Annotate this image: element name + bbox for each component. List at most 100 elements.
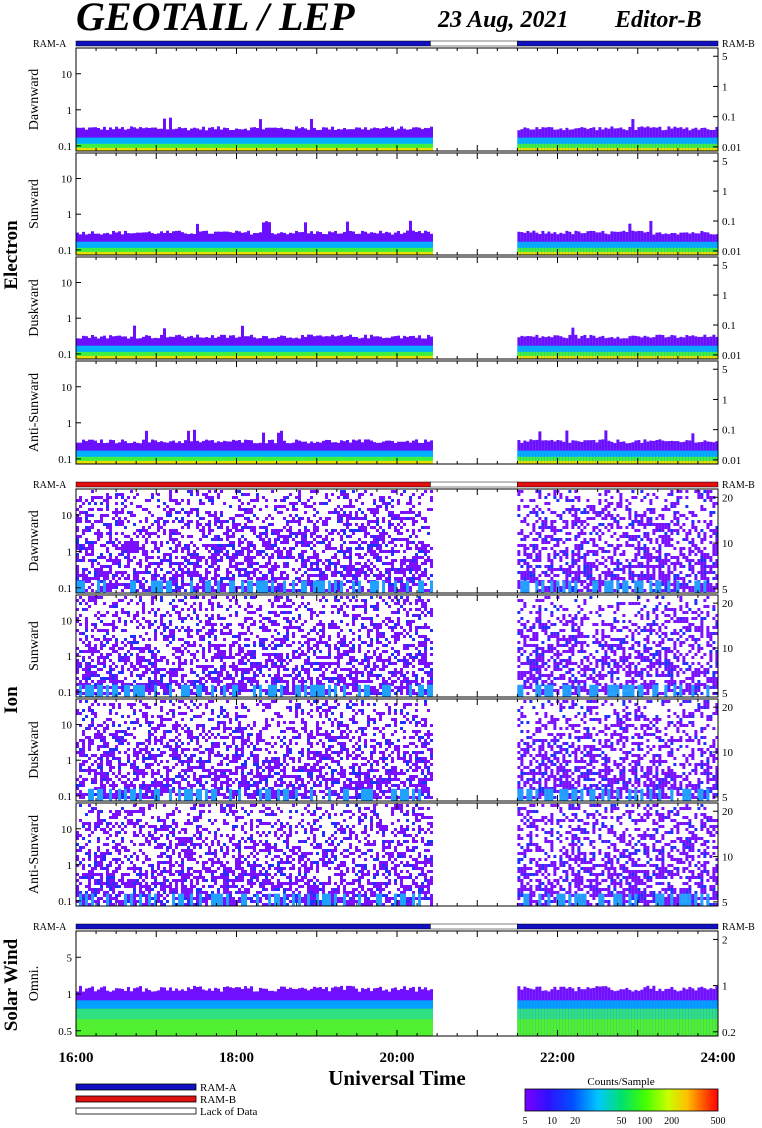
- colorbar-ticks: 5 10 20 50 100 200 500: [523, 1116, 726, 1127]
- panel-anti-sunward: Anti-Sunward 10 1 0.1 5 1 0.1 0.01: [27, 360, 741, 467]
- right-tick-label: 0.01: [722, 246, 741, 258]
- ram-bar: RAM-A RAM-B: [33, 39, 755, 50]
- left-tick-label: 0.1: [58, 791, 72, 803]
- legend-label-lack-of-data: Lack of Data: [200, 1106, 258, 1118]
- right-tick-label: 5: [722, 156, 728, 168]
- right-tick-label: 5: [722, 688, 728, 700]
- ram-bar: RAM-A RAM-B: [33, 922, 755, 933]
- group-label: Electron: [1, 220, 22, 290]
- legend-label-ram-b: RAM-B: [200, 1094, 236, 1106]
- right-tick-label: 0.01: [722, 142, 741, 154]
- ram-bar-segment: [75, 481, 431, 488]
- left-tick-label: 0.1: [58, 896, 72, 908]
- spectrogram: [76, 429, 719, 464]
- right-tick-label: 1: [722, 81, 728, 93]
- group-labels: Electron Ion Solar Wind: [1, 220, 22, 1031]
- panel-sunward: Sunward 10 1 0.1 20 10 5: [27, 594, 734, 700]
- figure-title: GEOTAIL / LEP: [76, 0, 355, 39]
- right-tick-label: 0.1: [722, 425, 736, 437]
- right-tick-label: 20: [722, 806, 734, 818]
- left-tick-label: 5: [67, 952, 73, 964]
- spectrogram: [76, 596, 719, 697]
- legend-swatch-ram-a: [75, 1083, 197, 1091]
- ram-bar-right-label: RAM-B: [722, 39, 755, 50]
- left-tick-label: 10: [61, 382, 73, 394]
- right-tick-label: 1: [722, 186, 728, 198]
- ram-bar-right-label: RAM-B: [722, 480, 755, 491]
- right-tick-label: 10: [722, 747, 734, 759]
- left-tick-label: 0.1: [58, 454, 72, 466]
- right-tick-label: 1: [722, 290, 728, 302]
- ram-bar-segment: [517, 481, 719, 488]
- right-tick-label: 0.1: [722, 320, 736, 332]
- right-tick-label: 5: [722, 260, 728, 272]
- ram-bar-left-label: RAM-A: [33, 922, 67, 933]
- panel-duskward: Duskward 10 1 0.1 20 10 5: [27, 698, 734, 804]
- right-tick-label: 20: [722, 702, 734, 714]
- right-tick-label: 5: [722, 792, 728, 804]
- right-tick-label: 1: [722, 394, 728, 406]
- panel-sunward: Sunward 10 1 0.1 5 1 0.1 0.01: [27, 152, 741, 258]
- colorbar-tick-label: 20: [570, 1116, 580, 1127]
- left-tick-label: 1: [67, 546, 73, 558]
- ram-bar-gap: [430, 923, 518, 930]
- right-tick-label: 2: [722, 934, 728, 946]
- right-tick-label: 10: [722, 538, 734, 550]
- panel-anti-sunward: Anti-Sunward 10 1 0.1 20 10 5: [27, 802, 734, 909]
- x-tick-label: 20:00: [380, 1050, 415, 1066]
- left-tick-label: 0.1: [58, 141, 72, 153]
- right-tick-label: 0.1: [722, 216, 736, 228]
- ram-bar: RAM-A RAM-B: [33, 480, 755, 491]
- panel-duskward: Duskward 10 1 0.1 5 1 0.1 0.01: [27, 256, 741, 362]
- group-label: Ion: [1, 686, 22, 714]
- left-tick-label: 0.5: [58, 1026, 72, 1038]
- x-tick-label: 16:00: [59, 1050, 94, 1066]
- right-tick-label: 5: [722, 897, 728, 909]
- right-tick-label: 10: [722, 643, 734, 655]
- group-label: Solar Wind: [1, 938, 22, 1031]
- panel-label: Anti-Sunward: [27, 815, 42, 894]
- right-tick-label: 0.01: [722, 455, 741, 467]
- x-tick-label: 22:00: [540, 1050, 575, 1066]
- colorbar-title: Counts/Sample: [587, 1076, 654, 1088]
- legend-label-ram-a: RAM-A: [200, 1082, 237, 1094]
- right-tick-label: 1: [722, 981, 728, 993]
- left-tick-label: 10: [61, 510, 73, 522]
- ram-bar-gap: [430, 481, 518, 488]
- panel-label: Dawnward: [27, 69, 42, 130]
- figure-editor: Editor-B: [614, 7, 702, 33]
- left-tick-label: 1: [67, 651, 73, 663]
- right-tick-label: 0.2: [722, 1027, 736, 1039]
- left-tick-label: 1: [67, 105, 73, 117]
- right-tick-label: 5: [722, 364, 728, 376]
- left-tick-label: 10: [61, 278, 73, 290]
- left-tick-label: 10: [61, 174, 73, 186]
- right-tick-label: 5: [722, 584, 728, 596]
- left-tick-label: 1: [67, 209, 73, 221]
- panel-omni-: Omni. 5 1 0.5 2 1 0.2: [27, 930, 736, 1039]
- ram-bar-left-label: RAM-A: [33, 39, 67, 50]
- ram-bar-segment: [517, 923, 719, 930]
- left-tick-label: 1: [67, 418, 73, 430]
- left-tick-label: 0.1: [58, 687, 72, 699]
- left-tick-label: 1: [67, 755, 73, 767]
- left-tick-label: 10: [61, 720, 73, 732]
- left-tick-label: 0.1: [58, 349, 72, 361]
- colorbar-tick-label: 200: [664, 1116, 679, 1127]
- spectrogram: [76, 490, 719, 593]
- left-tick-label: 1: [67, 313, 73, 325]
- panel-dawnward: Dawnward 10 1 0.1 20 10 5: [27, 488, 734, 596]
- legend-swatch-ram-b: [75, 1095, 197, 1103]
- panel-label: Sunward: [27, 621, 42, 671]
- panel-dawnward: Dawnward 10 1 0.1 5 1 0.1 0.01: [27, 47, 741, 154]
- right-tick-label: 20: [722, 598, 734, 610]
- x-axis-label: Universal Time: [328, 1066, 465, 1090]
- group-solar-wind: RAM-A RAM-B Omni. 5 1 0.5 2 1 0.2: [27, 922, 755, 1039]
- left-tick-label: 0.1: [58, 583, 72, 595]
- spectrogram: [76, 325, 719, 359]
- ram-bar-segment: [75, 40, 431, 47]
- ram-bar-segment: [75, 923, 431, 930]
- panels-layer: RAM-A RAM-B Dawnward 10 1 0.1 5 1 0.1 0.01 Sunward…: [27, 39, 755, 1039]
